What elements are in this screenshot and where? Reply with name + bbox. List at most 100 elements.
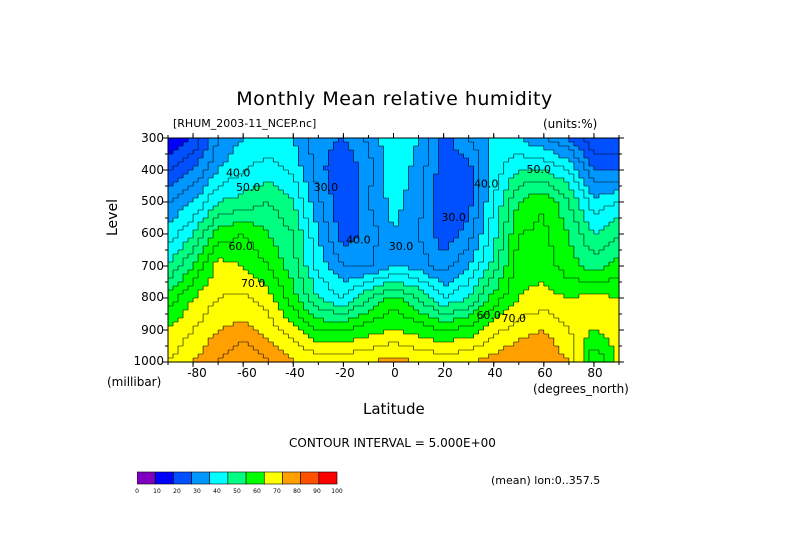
humidity-cell [248, 150, 254, 155]
humidity-cell [583, 166, 590, 171]
humidity-cell [468, 138, 475, 143]
humidity-cell [558, 282, 565, 287]
humidity-cell [223, 210, 229, 215]
humidity-cell [488, 274, 495, 279]
humidity-cell [173, 330, 179, 335]
humidity-cell [338, 250, 344, 255]
humidity-cell [218, 202, 224, 207]
humidity-cell [398, 178, 405, 183]
humidity-cell [368, 186, 375, 191]
humidity-cell [553, 266, 560, 271]
humidity-cell [268, 266, 274, 271]
humidity-cell [403, 178, 410, 183]
humidity-cell [608, 226, 615, 231]
humidity-cell [213, 190, 219, 195]
humidity-cell [283, 242, 289, 247]
humidity-cell [168, 138, 174, 143]
humidity-cell [178, 354, 184, 359]
humidity-cell [503, 286, 510, 291]
humidity-cell [378, 226, 385, 231]
humidity-cell [588, 310, 595, 315]
humidity-cell [583, 234, 590, 239]
humidity-cell [298, 146, 304, 151]
humidity-cell [243, 218, 249, 223]
humidity-cell [548, 210, 555, 215]
humidity-cell [273, 250, 279, 255]
humidity-cell [308, 342, 314, 347]
humidity-cell [523, 342, 530, 347]
humidity-cell [223, 286, 229, 291]
humidity-cell [308, 166, 314, 171]
humidity-cell [188, 142, 194, 147]
humidity-cell [418, 310, 425, 315]
humidity-cell [398, 338, 405, 343]
humidity-cell [428, 346, 435, 351]
humidity-cell [448, 150, 455, 155]
humidity-cell [348, 358, 355, 363]
humidity-cell [288, 246, 294, 251]
humidity-cell [478, 146, 485, 151]
humidity-cell [203, 150, 209, 155]
humidity-cell [338, 346, 344, 351]
humidity-cell [543, 270, 550, 275]
humidity-cell [383, 174, 390, 179]
humidity-cell [328, 262, 334, 267]
humidity-cell [608, 326, 615, 331]
humidity-cell [413, 286, 420, 291]
humidity-cell [528, 174, 535, 179]
humidity-cell [233, 182, 239, 187]
humidity-cell [168, 238, 174, 243]
humidity-cell [293, 170, 299, 175]
humidity-cell [513, 170, 520, 175]
humidity-cell [283, 302, 289, 307]
humidity-cell [313, 318, 319, 323]
humidity-cell [278, 322, 284, 327]
humidity-cell [603, 190, 610, 195]
humidity-cell [548, 162, 555, 167]
humidity-cell [193, 278, 199, 283]
humidity-cell [613, 270, 620, 275]
humidity-cell [413, 146, 420, 151]
humidity-cell [573, 198, 580, 203]
humidity-cell [473, 150, 480, 155]
humidity-cell [613, 230, 620, 235]
humidity-cell [313, 202, 319, 207]
humidity-cell [298, 210, 304, 215]
humidity-cell [363, 226, 370, 231]
humidity-cell [463, 282, 470, 287]
humidity-cell [518, 282, 525, 287]
humidity-cell [613, 182, 620, 187]
humidity-cell [518, 210, 525, 215]
humidity-cell [378, 358, 385, 363]
humidity-cell [453, 286, 460, 291]
humidity-cell [248, 226, 254, 231]
humidity-cell [363, 190, 370, 195]
humidity-cell [193, 358, 199, 363]
humidity-cell [323, 242, 329, 247]
humidity-cell [308, 194, 314, 199]
humidity-cell [443, 214, 450, 219]
humidity-cell [528, 314, 535, 319]
humidity-cell [343, 306, 349, 311]
humidity-cell [488, 238, 495, 243]
humidity-cell [553, 246, 560, 251]
humidity-cell [528, 166, 535, 171]
humidity-cell [353, 138, 360, 143]
humidity-cell [448, 310, 455, 315]
humidity-cell [358, 202, 365, 207]
humidity-cell [578, 142, 585, 147]
humidity-cell [318, 302, 324, 307]
humidity-cell [513, 206, 520, 211]
humidity-cell [208, 234, 214, 239]
humidity-cell [548, 278, 555, 283]
humidity-cell [353, 146, 360, 151]
humidity-cell [588, 226, 595, 231]
humidity-cell [583, 282, 590, 287]
humidity-cell [203, 326, 209, 331]
humidity-cell [598, 186, 605, 191]
humidity-cell [243, 190, 249, 195]
humidity-cell [333, 322, 339, 327]
humidity-cell [313, 142, 319, 147]
humidity-cell [383, 346, 390, 351]
humidity-cell [173, 250, 179, 255]
